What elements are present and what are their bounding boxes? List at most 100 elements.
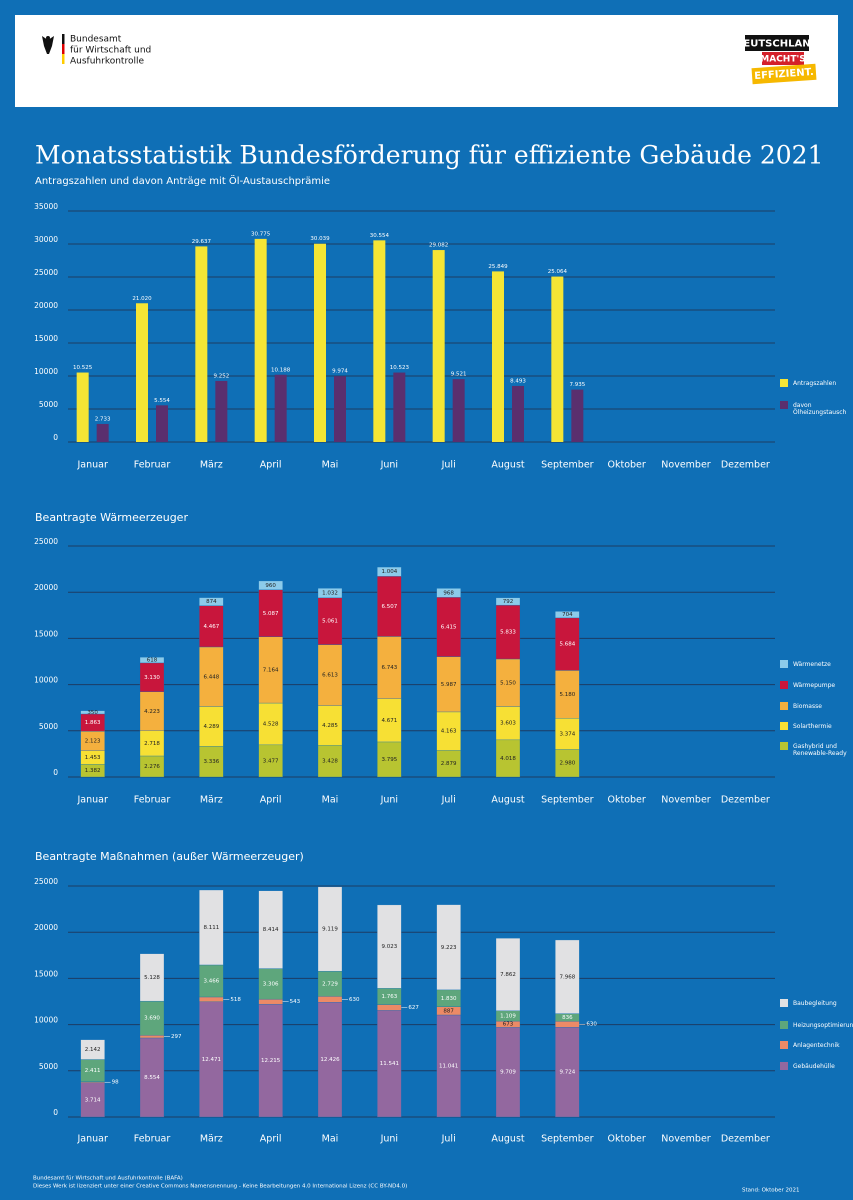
- bar: [76, 372, 89, 442]
- chart-title: Antragszahlen und davon Anträge mit Öl-A…: [35, 174, 330, 187]
- value-label: 30.039: [310, 236, 330, 242]
- campaign-box: [751, 63, 817, 85]
- bar: [512, 385, 524, 442]
- value-label: 10.188: [271, 367, 291, 373]
- campaign-text: MACHT'S: [760, 55, 805, 65]
- value-label: 7.968: [559, 974, 575, 980]
- agency-name: für Wirtschaft und: [70, 46, 151, 56]
- x-tick-label: Juli: [441, 460, 456, 471]
- x-tick-label: April: [260, 1134, 282, 1145]
- y-tick-label: 0: [53, 768, 58, 777]
- legend-swatch: [780, 1062, 788, 1070]
- x-tick-label: Februar: [134, 1134, 171, 1145]
- value-label: 3.690: [144, 1016, 160, 1022]
- value-label: 1.830: [441, 996, 457, 1002]
- value-label: 1.032: [322, 591, 338, 597]
- value-label: 960: [265, 583, 276, 589]
- value-label: 673: [503, 1022, 514, 1028]
- value-label: 10.523: [390, 365, 410, 371]
- bar-segment: [199, 996, 224, 1002]
- bar-segment: [555, 611, 580, 619]
- value-label: 3.714: [85, 1097, 101, 1103]
- value-label: 11.041: [439, 1063, 458, 1069]
- bar-segment: [258, 1003, 283, 1118]
- value-label: 350: [87, 710, 98, 716]
- x-tick-label: August: [491, 795, 525, 806]
- value-label: 1.863: [85, 720, 101, 726]
- y-tick-label: 25000: [34, 877, 58, 886]
- legend-swatch: [780, 1021, 788, 1029]
- value-label: 2.123: [85, 738, 101, 744]
- y-tick-label: 35000: [34, 202, 58, 211]
- footer-text: Bundesamt für Wirtschaft und Ausfuhrkont…: [33, 1176, 183, 1182]
- value-label: 5.061: [322, 619, 338, 625]
- x-tick-label: Januar: [76, 1134, 107, 1145]
- bar: [373, 240, 386, 442]
- value-label: 4.223: [144, 709, 160, 715]
- value-label: 5.128: [144, 975, 160, 981]
- y-tick-label: 15000: [34, 334, 58, 343]
- value-label: 4.285: [322, 723, 338, 729]
- value-label: 792: [503, 599, 514, 605]
- bar-segment: [555, 1021, 580, 1028]
- x-tick-label: April: [260, 795, 282, 806]
- bar-segment: [436, 588, 461, 598]
- bar-segment: [258, 998, 283, 1005]
- agency-name: Bundesamt: [70, 35, 122, 45]
- value-label: 618: [147, 658, 158, 664]
- page-title: Monatsstatistik Bundesförderung für effi…: [35, 141, 823, 170]
- bar: [393, 372, 406, 442]
- bar-segment: [139, 953, 165, 1002]
- value-label: 98: [112, 1080, 119, 1086]
- legend-label: Wärmenetze: [793, 660, 831, 668]
- x-tick-label: Dezember: [721, 460, 770, 471]
- value-label: 4.018: [500, 756, 516, 762]
- bar-segment: [258, 702, 283, 746]
- value-label: 12.426: [320, 1057, 340, 1063]
- legend-label: Biomasse: [793, 702, 822, 710]
- value-label: 9.724: [559, 1070, 575, 1076]
- legend-label: davon Ölheizungstausch: [793, 401, 847, 416]
- x-tick-label: August: [491, 460, 525, 471]
- bar-segment: [436, 1014, 461, 1118]
- value-label: 8.554: [144, 1075, 160, 1081]
- bar-segment: [317, 644, 343, 706]
- value-label: 2.718: [144, 741, 160, 747]
- flag-stripe: [62, 54, 65, 64]
- bar: [195, 246, 208, 442]
- bar-segment: [258, 744, 283, 778]
- value-label: 630: [586, 1022, 597, 1028]
- y-tick-label: 25000: [34, 537, 58, 546]
- value-label: 3.477: [263, 758, 279, 764]
- header-box: [15, 15, 838, 107]
- campaign-text: DEUTSCHLAND: [735, 39, 819, 50]
- value-label: 3.130: [144, 675, 160, 681]
- legend-label: Antragszahlen: [793, 379, 837, 387]
- x-tick-label: Oktober: [608, 795, 646, 806]
- campaign-box: [745, 35, 809, 51]
- footer-text: Dieses Werk ist lizenziert unter einer C…: [33, 1184, 407, 1190]
- legend-swatch: [780, 742, 788, 750]
- value-label: 6.448: [203, 674, 219, 680]
- legend-swatch: [780, 379, 788, 387]
- value-label: 8.493: [510, 378, 526, 384]
- value-label: 7.164: [263, 667, 279, 673]
- legend-label: Anlagentechnik: [793, 1041, 840, 1049]
- y-tick-label: 5000: [39, 1062, 58, 1071]
- bar-segment: [317, 588, 343, 599]
- bar-segment: [317, 996, 343, 1003]
- x-tick-label: Januar: [76, 795, 107, 806]
- legend-label: Solarthermie: [793, 722, 832, 730]
- value-label: 4.467: [203, 624, 219, 630]
- value-label: 6.507: [381, 604, 397, 610]
- value-label: 5.684: [559, 642, 575, 648]
- legend-swatch: [780, 702, 788, 710]
- value-label: 10.525: [73, 365, 93, 371]
- value-label: 297: [171, 1034, 182, 1040]
- flag-stripe: [62, 34, 65, 44]
- bar-segment: [377, 741, 402, 778]
- x-tick-label: Mai: [322, 795, 339, 806]
- value-label: 8.111: [203, 925, 219, 931]
- value-label: 2.980: [559, 761, 575, 767]
